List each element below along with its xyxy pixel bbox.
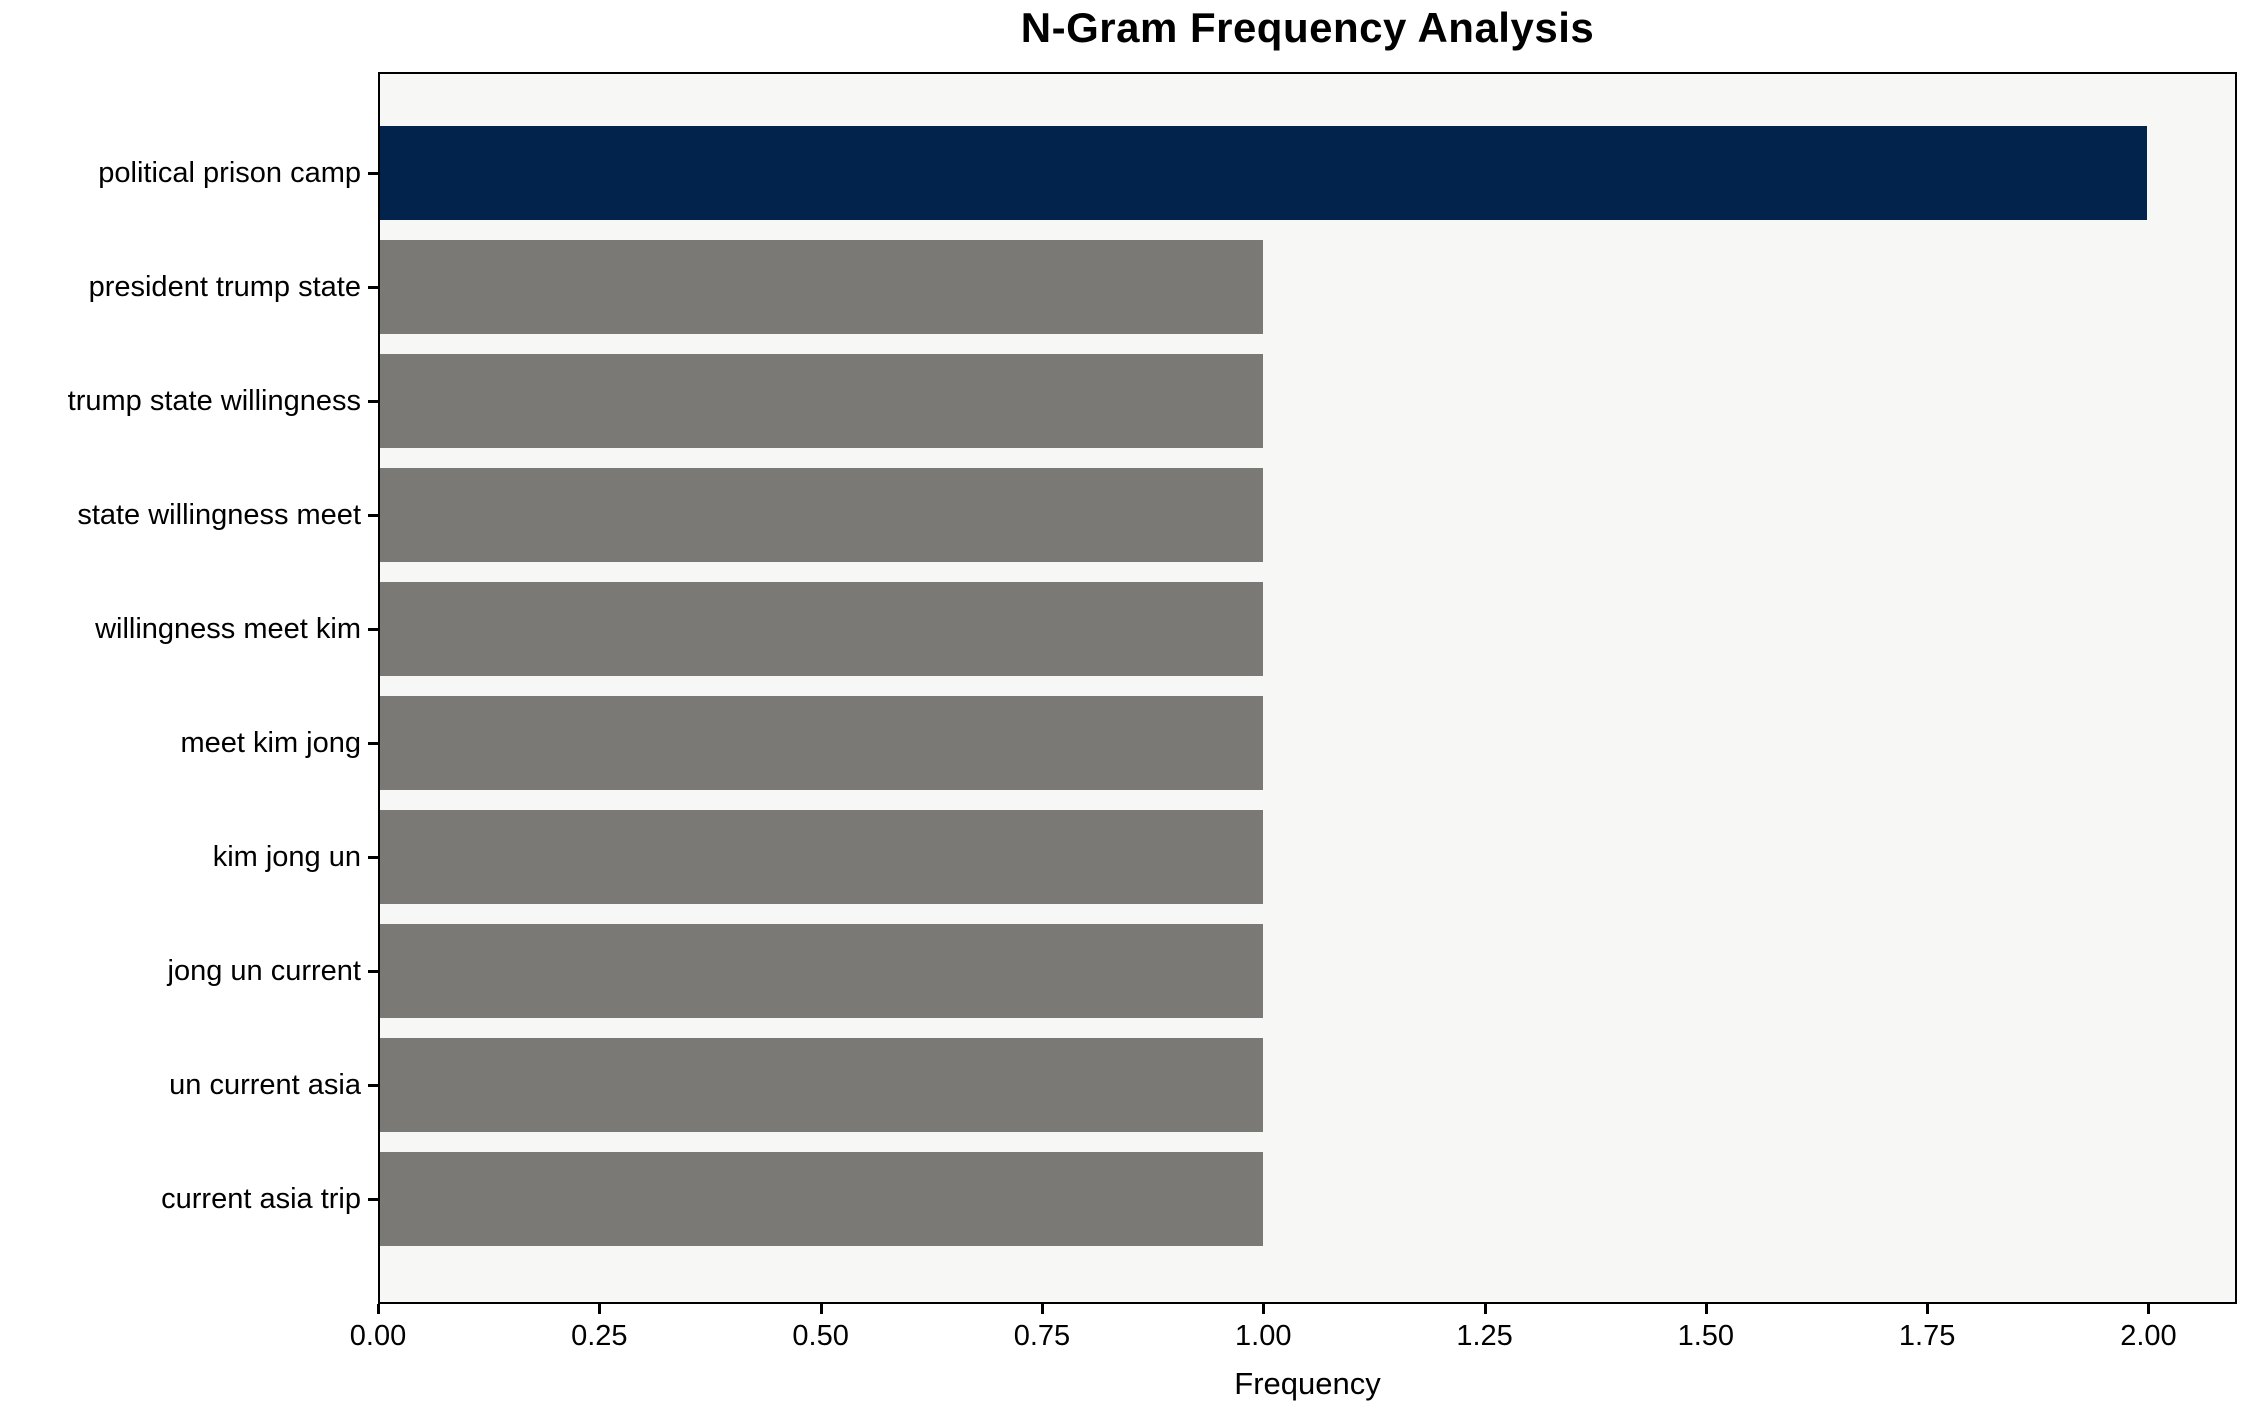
y-tick-label: president trump state [88,270,361,303]
chart-title: N-Gram Frequency Analysis [1020,4,1595,51]
y-tick-mark [368,1083,378,1087]
y-label-row: president trump state [0,230,378,344]
x-tick-label: 1.00 [1235,1320,1292,1352]
x-tick-mark [2147,1304,2151,1314]
y-tick-mark [368,627,378,631]
bar-row [380,116,2235,230]
bar-row [380,458,2235,572]
x-tick-label: 1.50 [1677,1320,1735,1352]
y-tick-mark [368,513,378,517]
y-tick-mark [368,285,378,289]
y-tick-mark [368,855,378,859]
x-tick-label: 0.25 [571,1320,628,1352]
x-tick-label: 2.00 [2120,1320,2177,1352]
bar-row [380,230,2235,344]
bars-area [380,72,2235,1304]
x-tick-label: 0.50 [792,1320,849,1352]
y-axis-labels: political prison camp president trump sta… [0,72,378,1304]
y-label-row: current asia trip [0,1142,378,1256]
y-label-row: state willingness meet [0,458,378,572]
bar [380,810,1264,904]
y-tick-label: trump state willingness [67,384,361,417]
y-label-row: jong un current [0,914,378,1028]
bar [380,696,1264,790]
y-tick-label: un current asia [169,1068,361,1101]
y-tick-label: current asia trip [161,1182,361,1215]
y-label-row: meet kim jong [0,686,378,800]
y-tick-label: meet kim jong [180,726,361,759]
y-tick-label: jong un current [167,954,361,987]
y-tick-mark [368,969,378,973]
y-tick-label: political prison camp [98,156,361,189]
bar-row [380,800,2235,914]
bar-row [380,344,2235,458]
x-axis: 0.00 0.25 0.50 0.75 1.00 1.25 1.50 1.75 2.00 [350,1304,2237,1374]
x-tick-label: 0.00 [349,1320,407,1352]
x-tick-mark [1483,1304,1487,1314]
y-tick-mark [368,171,378,175]
y-label-row: un current asia [0,1028,378,1142]
bar [380,468,1264,562]
x-tick-mark [1040,1304,1044,1314]
bar-row [380,1028,2235,1142]
y-tick-label: willingness meet kim [95,612,361,645]
y-tick-mark [368,741,378,745]
y-label-row: willingness meet kim [0,572,378,686]
bar [380,1152,1264,1246]
bar [380,354,1264,448]
y-label-row: trump state willingness [0,344,378,458]
bar [380,240,1264,334]
bar-row [380,572,2235,686]
x-axis-title: Frequency [1234,1366,1381,1401]
x-tick-mark [377,1304,380,1314]
x-tick-label: 1.75 [1898,1320,1956,1352]
bar [380,582,1264,676]
x-tick-mark [819,1304,823,1314]
x-tick-label: 1.25 [1456,1320,1513,1352]
bar-row [380,914,2235,1028]
y-tick-mark [368,1197,378,1201]
bar-row [380,1142,2235,1256]
y-label-row: kim jong un [0,800,378,914]
bar [380,924,1264,1018]
y-tick-label: kim jong un [212,840,361,873]
x-tick-mark [598,1304,602,1314]
bar [380,126,2147,220]
x-tick-mark [1926,1304,1930,1314]
bar [380,1038,1264,1132]
y-label-row: political prison camp [0,116,378,230]
x-tick-mark [1704,1304,1708,1314]
y-tick-mark [368,399,378,403]
bar-row [380,686,2235,800]
y-tick-label: state willingness meet [77,498,361,531]
x-tick-mark [1262,1304,1266,1314]
x-tick-label: 0.75 [1013,1320,1071,1352]
